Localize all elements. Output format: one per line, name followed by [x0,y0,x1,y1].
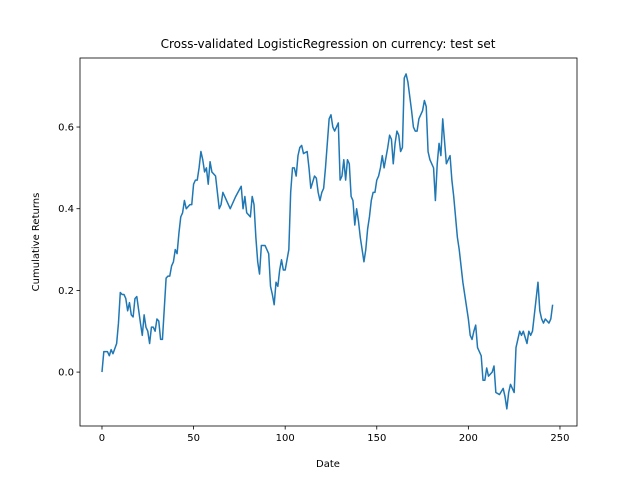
x-tick-label: 0 [99,433,105,444]
x-tick-label: 200 [459,433,478,444]
x-tick-label: 50 [187,433,200,444]
x-axis-label: Date [316,459,340,470]
chart-title: Cross-validated LogisticRegression on cu… [161,37,496,51]
x-tick-label: 250 [550,433,569,444]
line-series [101,73,554,410]
y-tick-label: 0.2 [58,286,74,297]
y-tick-label: 0.0 [58,368,74,379]
plot-frame [79,57,578,427]
x-tick-label: 150 [367,433,386,444]
y-axis-label: Cumulative Returns [31,193,42,292]
y-tick-label: 0.4 [58,204,74,215]
x-tick-label: 100 [276,433,295,444]
y-tick-label: 0.6 [58,123,74,134]
